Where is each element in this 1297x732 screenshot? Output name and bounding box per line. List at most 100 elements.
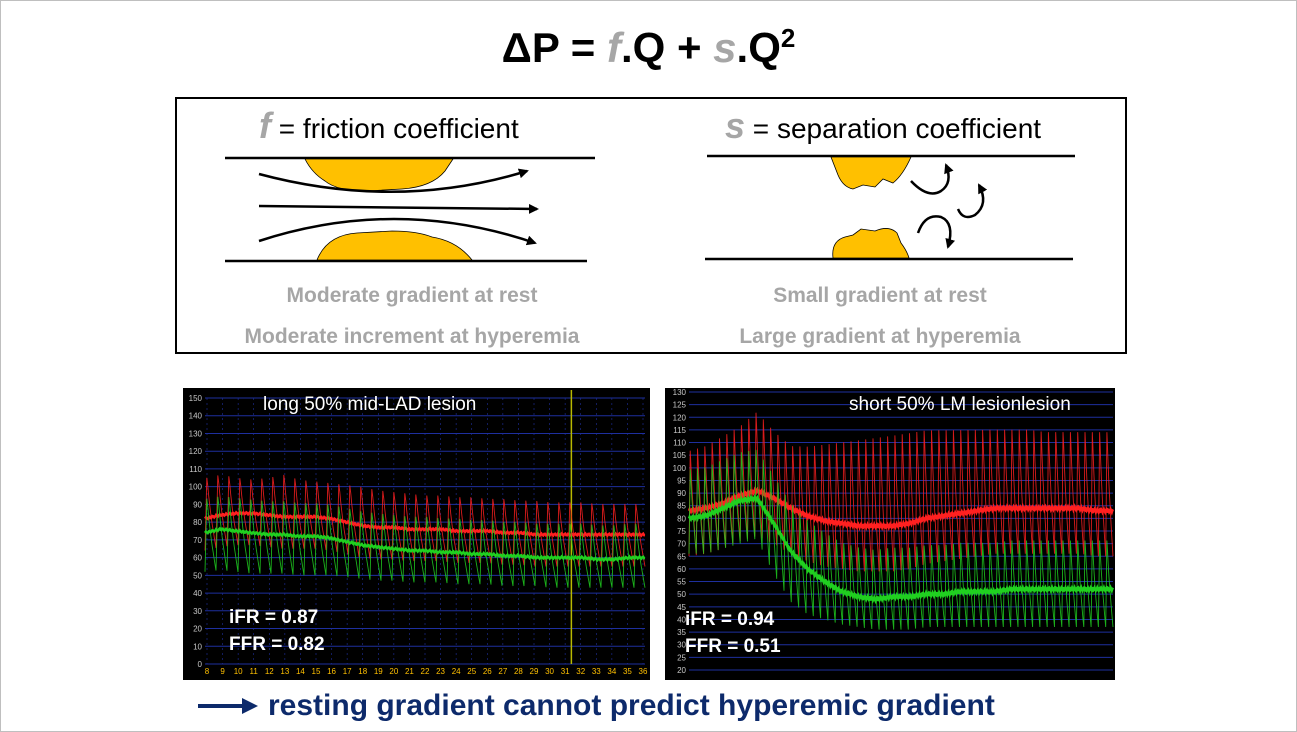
y-tick-label: 20 bbox=[677, 666, 686, 675]
x-tick-label: 36 bbox=[639, 667, 648, 676]
x-tick-label: 15 bbox=[312, 667, 321, 676]
formula-title: ΔP = f.Q + s.Q2 bbox=[0, 24, 1297, 80]
conclusion-text: resting gradient cannot predict hyperemi… bbox=[268, 689, 995, 722]
chart-lm-ffr: FFR = 0.51 bbox=[685, 636, 781, 657]
flow-arrow-middle bbox=[258, 203, 539, 214]
y-tick-label: 55 bbox=[677, 578, 686, 587]
series-1-pulsatile-trace bbox=[688, 449, 1114, 630]
x-tick-label: 10 bbox=[234, 667, 243, 676]
series-0-pulsatile-trace bbox=[204, 474, 646, 567]
x-tick-label: 13 bbox=[280, 667, 289, 676]
plaque-top bbox=[830, 156, 912, 190]
friction-label: = friction coefficient bbox=[271, 113, 519, 144]
plaque-top bbox=[304, 158, 454, 192]
chart-lad-ffr: FFR = 0.82 bbox=[229, 634, 325, 655]
y-tick-label: 45 bbox=[677, 603, 686, 612]
y-tick-label: 150 bbox=[189, 394, 203, 403]
y-tick-label: 75 bbox=[677, 527, 686, 536]
chart-lm-plot: 20 25 30 35 40 45 50 55 60 65 70 75 80 85 90 95 100 105 11… bbox=[673, 388, 1115, 675]
friction-symbol: f bbox=[259, 105, 271, 146]
y-tick-label: 85 bbox=[677, 502, 686, 511]
x-tick-label: 33 bbox=[592, 667, 601, 676]
y-tick-label: 100 bbox=[189, 483, 203, 492]
x-tick-label: 28 bbox=[514, 667, 523, 676]
x-tick-label: 29 bbox=[530, 667, 539, 676]
x-tick-label: 26 bbox=[483, 667, 492, 676]
separation-schematic bbox=[705, 154, 1075, 261]
series-0-mean-trace bbox=[204, 510, 646, 538]
y-tick-label: 110 bbox=[189, 465, 202, 474]
y-tick-label: 130 bbox=[673, 388, 687, 397]
y-tick-label: 125 bbox=[673, 401, 687, 410]
y-tick-label: 40 bbox=[677, 615, 686, 624]
coefficient-box: f = friction coefficient Moderate gradie… bbox=[175, 97, 1127, 354]
x-tick-label: 9 bbox=[220, 667, 225, 676]
series-1-mean-trace bbox=[204, 526, 646, 563]
x-tick-label: 17 bbox=[343, 667, 352, 676]
separation-symbol: s bbox=[725, 105, 746, 146]
x-tick-label: 24 bbox=[452, 667, 461, 676]
friction-schematic bbox=[225, 156, 595, 263]
chart-lad-title: long 50% mid-LAD lesion bbox=[263, 394, 477, 415]
formula-exponent: 2 bbox=[780, 23, 796, 53]
y-tick-label: 100 bbox=[673, 464, 687, 473]
y-tick-label: 25 bbox=[677, 653, 686, 662]
y-tick-label: 40 bbox=[193, 589, 202, 598]
x-tick-label: 18 bbox=[358, 667, 367, 676]
plaque-bottom bbox=[316, 230, 473, 261]
x-tick-label: 12 bbox=[265, 667, 274, 676]
y-tick-label: 10 bbox=[193, 642, 202, 651]
y-tick-label: 80 bbox=[677, 514, 686, 523]
x-tick-label: 31 bbox=[561, 667, 570, 676]
y-tick-label: 70 bbox=[193, 536, 202, 545]
y-tick-label: 0 bbox=[198, 660, 203, 669]
chart-lad: 0 10 20 30 40 50 60 70 80 90 100 110 120 130 140 150 8 9 1… bbox=[183, 388, 650, 680]
x-tick-label: 25 bbox=[467, 667, 476, 676]
y-tick-label: 70 bbox=[677, 540, 686, 549]
series-0-mean-trace bbox=[687, 486, 1115, 532]
y-tick-label: 90 bbox=[677, 489, 686, 498]
flow-arrow-bottom bbox=[258, 217, 537, 246]
x-tick-label: 19 bbox=[374, 667, 383, 676]
formula-mid: .Q + bbox=[620, 24, 714, 71]
x-tick-label: 11 bbox=[250, 667, 259, 676]
separation-caption-1: Small gradient at rest bbox=[773, 284, 987, 307]
formula-end: .Q bbox=[736, 24, 781, 71]
y-tick-label: 50 bbox=[677, 590, 686, 599]
y-tick-label: 60 bbox=[677, 565, 686, 574]
conclusion: resting gradient cannot predict hyperemi… bbox=[198, 686, 995, 726]
friction-caption-1: Moderate gradient at rest bbox=[286, 284, 538, 307]
y-tick-label: 30 bbox=[193, 607, 202, 616]
series-1-mean-trace bbox=[687, 493, 1115, 605]
x-tick-label: 23 bbox=[436, 667, 445, 676]
y-tick-label: 110 bbox=[673, 439, 686, 448]
eddy-arrow-2 bbox=[956, 183, 988, 219]
x-tick-label: 32 bbox=[576, 667, 585, 676]
y-tick-label: 30 bbox=[677, 641, 686, 650]
x-tick-label: 20 bbox=[389, 667, 398, 676]
x-tick-label: 8 bbox=[205, 667, 210, 676]
chart-lm-title: short 50% LM lesionlesion bbox=[849, 394, 1071, 415]
x-tick-label: 34 bbox=[607, 667, 616, 676]
series-0-pulsatile-trace bbox=[688, 412, 1114, 572]
chart-lm-ifr: iFR = 0.94 bbox=[685, 609, 775, 630]
y-tick-label: 140 bbox=[189, 412, 203, 421]
y-tick-label: 120 bbox=[189, 447, 203, 456]
chart-lad-ifr: iFR = 0.87 bbox=[229, 607, 319, 628]
conclusion-arrow-icon bbox=[198, 698, 258, 714]
chart-lm: 20 25 30 35 40 45 50 55 60 65 70 75 80 85 90 95 100 105 11… bbox=[665, 388, 1115, 680]
eddy-arrow-3 bbox=[916, 215, 956, 249]
friction-title: f = friction coefficient bbox=[259, 105, 519, 147]
plaque-bottom bbox=[832, 228, 910, 259]
formula-coef-s: s bbox=[713, 24, 737, 71]
y-tick-label: 120 bbox=[673, 413, 687, 422]
y-tick-label: 105 bbox=[673, 451, 687, 460]
x-tick-label: 16 bbox=[327, 667, 336, 676]
y-tick-label: 20 bbox=[193, 625, 202, 634]
y-tick-label: 95 bbox=[677, 476, 686, 485]
separation-title: s = separation coefficient bbox=[725, 105, 1041, 147]
eddy-arrow-1 bbox=[910, 163, 954, 195]
separation-caption-2: Large gradient at hyperemia bbox=[739, 325, 1021, 348]
separation-label: = separation coefficient bbox=[745, 113, 1042, 144]
